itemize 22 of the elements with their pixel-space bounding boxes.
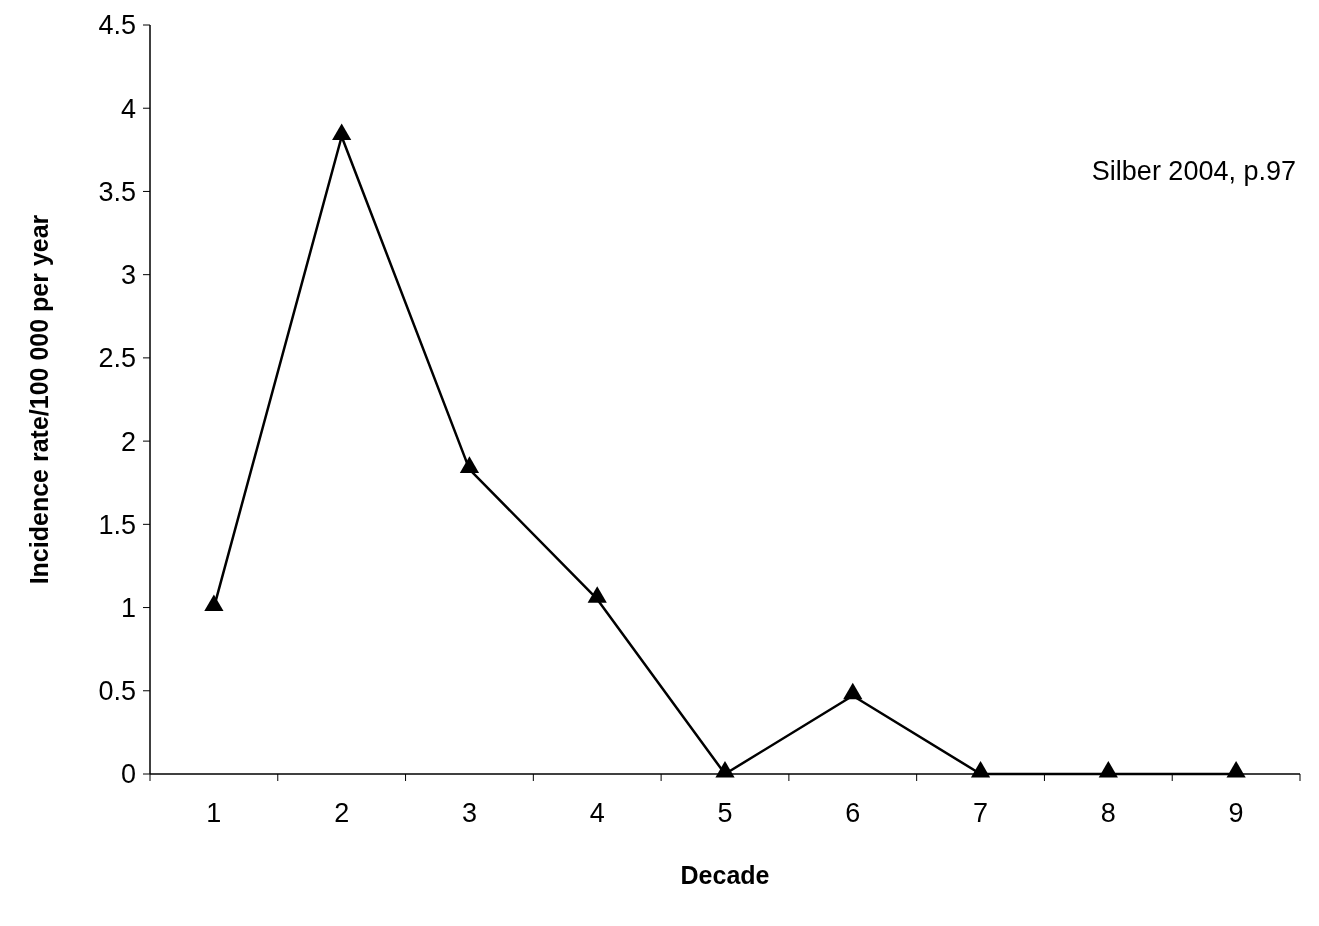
y-tick-label: 3 (120, 260, 136, 291)
y-tick-label: 4 (120, 93, 136, 124)
y-tick-label: 0.5 (98, 676, 136, 707)
y-axis-title: Incidence rate/100 000 per year (25, 214, 53, 585)
x-tick-label: 3 (461, 798, 477, 828)
x-tick-label: 9 (1228, 798, 1244, 828)
y-tick-label: 1.5 (98, 509, 136, 540)
y-tick-label: 2 (120, 426, 136, 457)
annotation: Silber 2004, p.97 (1091, 156, 1296, 186)
x-tick-label: 1 (206, 798, 222, 828)
y-tick-label: 4.5 (98, 10, 136, 41)
x-tick-label: 5 (717, 798, 733, 828)
x-tick-label: 2 (334, 798, 350, 828)
y-tick-label: 0 (120, 759, 136, 790)
x-tick-label: 8 (1100, 798, 1116, 828)
x-axis-title: Decade (680, 861, 770, 889)
x-tick-label: 7 (973, 798, 989, 828)
y-tick-label: 1 (120, 593, 136, 624)
x-tick-label: 4 (589, 798, 605, 828)
x-tick-label: 6 (845, 798, 861, 828)
y-tick-label: 3.5 (98, 176, 136, 207)
y-tick-label: 2.5 (98, 343, 136, 374)
